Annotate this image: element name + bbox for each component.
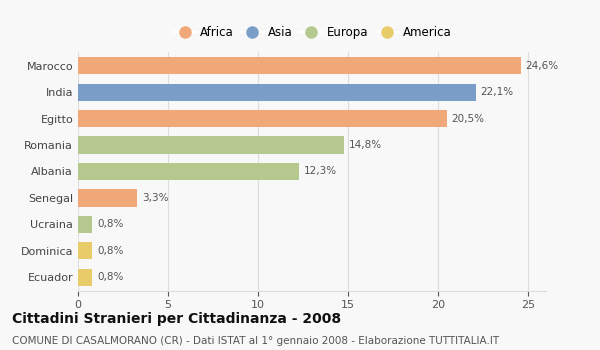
Text: 14,8%: 14,8%: [349, 140, 382, 150]
Text: 22,1%: 22,1%: [481, 87, 514, 97]
Bar: [78, 242, 92, 259]
Text: 24,6%: 24,6%: [526, 61, 559, 71]
Text: 12,3%: 12,3%: [304, 167, 337, 176]
Bar: [78, 136, 344, 154]
Bar: [78, 110, 447, 127]
Bar: [78, 189, 137, 206]
Bar: [78, 84, 476, 101]
Text: 0,8%: 0,8%: [97, 272, 123, 282]
Text: 20,5%: 20,5%: [452, 114, 485, 124]
Bar: [78, 269, 92, 286]
Text: 0,8%: 0,8%: [97, 246, 123, 256]
Bar: [78, 163, 299, 180]
Legend: Africa, Asia, Europa, America: Africa, Asia, Europa, America: [170, 24, 454, 42]
Text: 0,8%: 0,8%: [97, 219, 123, 229]
Text: COMUNE DI CASALMORANO (CR) - Dati ISTAT al 1° gennaio 2008 - Elaborazione TUTTIT: COMUNE DI CASALMORANO (CR) - Dati ISTAT …: [12, 336, 499, 346]
Bar: [78, 216, 92, 233]
Text: 3,3%: 3,3%: [142, 193, 169, 203]
Text: Cittadini Stranieri per Cittadinanza - 2008: Cittadini Stranieri per Cittadinanza - 2…: [12, 312, 341, 326]
Bar: [78, 57, 521, 74]
